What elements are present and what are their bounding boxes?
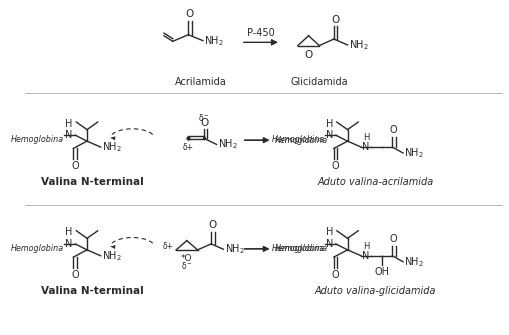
Text: H: H xyxy=(325,119,332,129)
Text: Valina N-terminal: Valina N-terminal xyxy=(41,178,144,187)
Text: P-450: P-450 xyxy=(246,28,274,39)
Text: O: O xyxy=(185,9,193,19)
Text: O: O xyxy=(330,14,339,24)
Text: N: N xyxy=(361,251,369,261)
Text: NH$_2$: NH$_2$ xyxy=(204,34,224,48)
Text: NH$_2$: NH$_2$ xyxy=(102,140,122,154)
Text: Hemoglobina: Hemoglobina xyxy=(11,135,64,144)
Text: H: H xyxy=(362,242,369,251)
Text: H: H xyxy=(325,227,332,237)
Text: δ$^-$: δ$^-$ xyxy=(198,112,210,123)
Text: δ+: δ+ xyxy=(182,143,193,152)
Text: Aduto valina-acrilamida: Aduto valina-acrilamida xyxy=(317,178,433,187)
Text: NH$_2$: NH$_2$ xyxy=(217,138,237,151)
Text: Hemoglobina: Hemoglobina xyxy=(271,244,324,253)
Text: NH$_2$: NH$_2$ xyxy=(404,146,423,160)
Text: Hemoglobina: Hemoglobina xyxy=(274,244,327,253)
Text: Aduto valina-glicidamida: Aduto valina-glicidamida xyxy=(315,286,436,296)
Text: O: O xyxy=(208,220,216,230)
Text: O: O xyxy=(71,161,78,171)
Text: O: O xyxy=(389,234,397,244)
Text: N: N xyxy=(325,130,332,140)
Text: O: O xyxy=(200,118,208,128)
Text: δ+: δ+ xyxy=(162,242,174,251)
Text: N: N xyxy=(65,130,73,140)
Text: Glicidamida: Glicidamida xyxy=(291,77,348,87)
Text: O: O xyxy=(304,50,312,60)
Text: Hemoglobina: Hemoglobina xyxy=(274,136,327,145)
Text: Valina N-terminal: Valina N-terminal xyxy=(41,286,144,296)
Text: NH$_2$: NH$_2$ xyxy=(224,242,244,256)
Text: *O: *O xyxy=(181,254,192,263)
Text: N: N xyxy=(65,239,73,249)
Text: O: O xyxy=(389,125,397,135)
Text: δ$^-$: δ$^-$ xyxy=(181,260,192,271)
Text: O: O xyxy=(331,270,338,280)
Text: NH$_2$: NH$_2$ xyxy=(102,249,122,263)
Text: OH: OH xyxy=(374,267,388,277)
Text: O: O xyxy=(331,161,338,171)
Text: H: H xyxy=(65,227,73,237)
Text: NH$_2$: NH$_2$ xyxy=(348,38,368,52)
Text: Acrilamida: Acrilamida xyxy=(174,77,226,87)
Text: Hemoglobina: Hemoglobina xyxy=(11,244,64,253)
Text: H: H xyxy=(362,133,369,142)
Text: O: O xyxy=(71,270,78,280)
Text: N: N xyxy=(361,142,369,152)
Text: Hemoglobina: Hemoglobina xyxy=(271,135,324,144)
Text: N: N xyxy=(325,239,332,249)
Text: H: H xyxy=(65,119,73,129)
Text: NH$_2$: NH$_2$ xyxy=(404,255,423,269)
